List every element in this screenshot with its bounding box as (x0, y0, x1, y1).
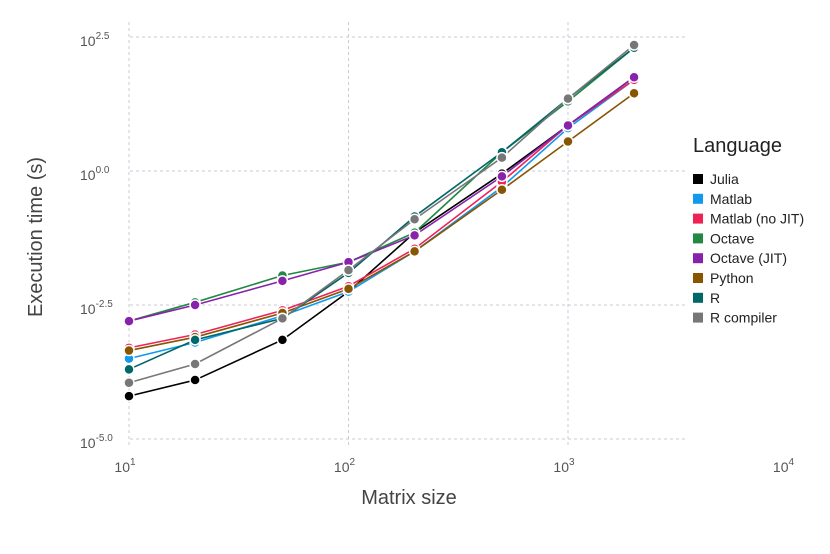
data-point-julia (189, 374, 201, 386)
legend-swatch-python (693, 273, 703, 283)
series-line-matlab-no-jit (128, 79, 635, 349)
legend-label-matlab-no-jit: Matlab (no JIT) (710, 211, 804, 227)
x-tick-exponent: 4 (789, 457, 795, 468)
y-tick-label: 102.5 (80, 31, 110, 49)
y-tick-base: 10 (80, 167, 96, 183)
legend-swatch-octave-jit (693, 253, 703, 264)
data-point-python (628, 87, 640, 100)
data-point-r-compiler (562, 92, 574, 105)
series-line-octave (128, 47, 635, 322)
data-point-r-compiler (496, 151, 508, 164)
data-point-r (123, 363, 135, 376)
data-point-octave-jit (276, 275, 289, 287)
series-line-python (128, 92, 635, 352)
data-point-python (342, 283, 355, 295)
data-point-r-compiler (123, 376, 135, 389)
y-tick-exponent: -2.5 (96, 299, 114, 310)
data-point-python (562, 135, 574, 148)
legend-label-octave: Octave (710, 230, 755, 246)
x-axis-ticks: 101 102 103 104 (114, 457, 794, 475)
y-axis-label: Execution time (s) (25, 157, 47, 317)
data-point-julia (276, 334, 289, 346)
data-point-python (496, 184, 508, 196)
series-line-julia (128, 76, 635, 397)
legend-swatch-r-compiler (693, 312, 703, 323)
data-point-octave-jit (408, 229, 421, 242)
legend-swatch-julia (693, 174, 703, 184)
x-tick-label: 103 (553, 457, 575, 475)
legend: Language Julia Matlab Matlab (no JIT) Octav… (693, 135, 804, 326)
x-tick-base: 10 (773, 459, 789, 475)
series-line-matlab (128, 79, 635, 360)
y-tick-exponent: 2.5 (96, 31, 110, 42)
data-point-r-compiler (628, 39, 640, 51)
series-points (123, 39, 640, 402)
y-tick-label: 10-2.5 (80, 299, 113, 317)
x-tick-base: 10 (114, 459, 130, 475)
legend-label-python: Python (710, 270, 754, 286)
x-tick-exponent: 3 (569, 457, 575, 468)
y-tick-base: 10 (80, 33, 96, 49)
data-point-octave-jit (628, 71, 640, 83)
data-point-r-compiler (408, 213, 421, 225)
data-point-python (408, 245, 421, 258)
y-tick-label: 10-5.0 (80, 433, 113, 451)
legend-swatch-matlab-no-jit (693, 213, 703, 224)
data-point-r-compiler (189, 358, 201, 370)
x-tick-base: 10 (334, 459, 350, 475)
series-line-r-compiler (128, 44, 635, 384)
legend-items: Julia Matlab Matlab (no JIT) Octave Octave (… (693, 171, 804, 326)
x-tick-exponent: 2 (350, 457, 356, 468)
legend-label-julia: Julia (710, 171, 739, 187)
x-tick-label: 101 (114, 457, 136, 475)
legend-label-r-compiler: R compiler (710, 310, 777, 326)
legend-swatch-r (693, 292, 703, 303)
legend-title: Language (693, 135, 782, 157)
series-lines (128, 44, 635, 397)
y-tick-base: 10 (80, 301, 96, 317)
data-point-octave-jit (496, 170, 508, 183)
data-point-r (189, 334, 201, 346)
data-point-octave-jit (123, 315, 135, 327)
y-tick-base: 10 (80, 435, 96, 451)
data-point-python (123, 344, 135, 357)
y-tick-exponent: 0.0 (96, 165, 110, 176)
y-tick-label: 100.0 (80, 165, 110, 183)
x-tick-exponent: 1 (130, 457, 136, 468)
x-axis-label: Matrix size (361, 487, 457, 509)
data-point-r-compiler (276, 312, 289, 325)
data-point-julia (123, 390, 135, 402)
series-line-octave-jit (128, 76, 635, 322)
x-tick-base: 10 (553, 459, 569, 475)
grid (128, 22, 688, 447)
series-line-r (128, 47, 635, 371)
legend-swatch-matlab (693, 193, 703, 204)
legend-label-r: R (710, 290, 720, 306)
legend-label-octave-jit: Octave (JIT) (710, 250, 787, 266)
legend-swatch-octave (693, 233, 703, 244)
legend-label-matlab: Matlab (710, 191, 752, 207)
x-tick-label: 104 (773, 457, 795, 475)
data-point-octave-jit (189, 299, 201, 311)
data-point-r-compiler (342, 264, 355, 276)
x-tick-label: 102 (334, 457, 356, 475)
y-tick-exponent: -5.0 (96, 433, 114, 444)
data-point-octave-jit (562, 119, 574, 132)
